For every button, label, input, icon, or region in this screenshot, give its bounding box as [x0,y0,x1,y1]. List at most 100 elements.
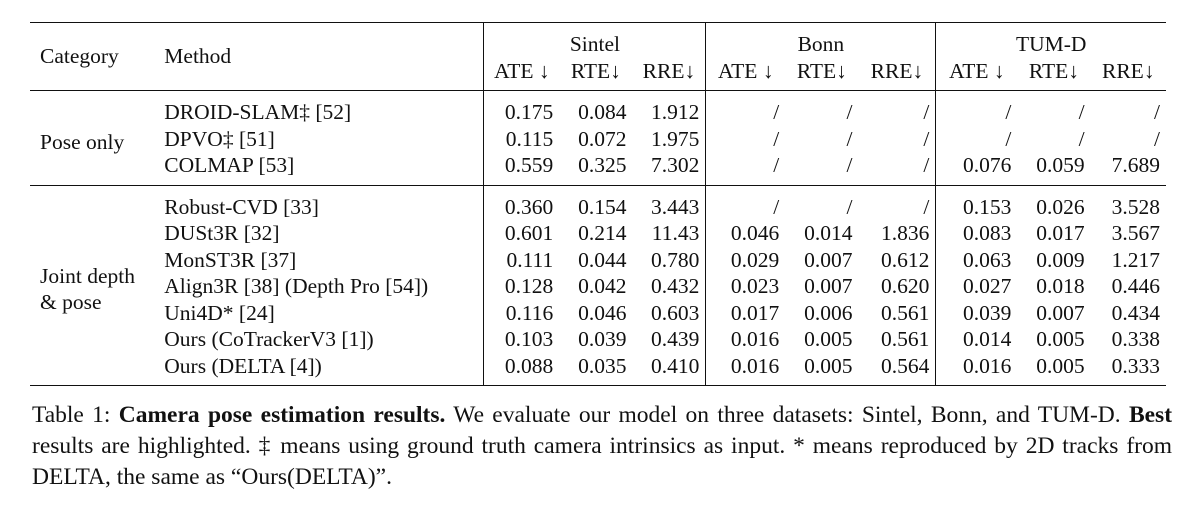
header-row-metrics: ATE ↓ RTE↓ RRE↓ ATE ↓ RTE↓ RRE↓ ATE ↓ RTE↓ RRE↓ [30,57,1166,91]
category-line: & pose [40,290,102,315]
value-cell: 0.026 [1036,194,1085,219]
value-cell: / [846,126,853,151]
value-cell: 0.016 [935,352,1018,379]
caption-title: Camera pose estimation results. [118,402,446,428]
header-metric-bonn-rre: RRE↓ [870,58,924,83]
value-cell: 0.014 [935,326,1018,353]
value-cell: 0.005 [804,353,853,378]
group-spacer [30,184,1166,194]
value-cell: / [705,193,786,220]
value-cell: 0.603 [650,300,700,325]
value-cell: / [846,153,853,177]
results-table: Category Method Sintel Bonn TUM-D ATE ↓ RTE↓ RR… [30,22,1166,386]
value-cell: 3.528 [1111,194,1160,219]
method-cell: DROID-SLAM‡ [52] [164,100,352,124]
value-cell: 0.410 [650,353,700,378]
method-cell: DPVO‡ [51] [164,126,275,151]
header-category: Category [30,22,161,91]
method-cell: Uni4D* [24] [164,300,275,325]
value-cell: 0.005 [804,327,853,351]
category-line: Pose only [40,129,125,154]
header-dataset-bonn: Bonn [705,22,936,58]
value-cell: / [705,152,786,179]
value-cell: 0.780 [650,247,700,272]
value-cell: 0.007 [804,274,853,298]
value-cell: 3.443 [650,194,700,219]
caption-best: Best [1128,402,1173,428]
value-cell: 0.072 [578,126,627,151]
method-cell: DUSt3R [32] [164,221,280,245]
value-cell: 0.083 [935,220,1018,247]
value-cell: 0.017 [1036,221,1085,245]
caption-label: Table 1: [32,402,111,428]
value-cell: 0.007 [804,247,853,272]
value-cell: 0.115 [483,125,560,152]
value-cell: 0.016 [705,352,786,379]
value-cell: 0.088 [483,352,560,379]
value-cell: 7.689 [1111,153,1160,177]
value-cell: / [923,100,930,124]
header-metric-sintel-rre: RRE↓ [642,58,696,83]
value-cell: 0.333 [1111,353,1160,378]
header-metric-tum-d-rre: RRE↓ [1102,58,1155,83]
method-cell: Ours (CoTrackerV3 [1]) [164,327,374,351]
header-row-datasets: Category Method Sintel Bonn TUM-D [30,22,1166,91]
value-cell: 0.175 [483,99,560,126]
value-cell: 0.432 [650,274,700,298]
value-cell: 0.153 [935,193,1018,220]
category-cell: Pose only [30,99,160,185]
table-row: Joint depth & pose Robust-CVD [33] 0.360 0.1… [30,193,1166,386]
value-cell: 0.338 [1111,327,1160,351]
header-metric-tum-d-rte: RTE↓ [1028,58,1079,83]
value-cell: 0.116 [483,299,560,326]
table-row: Align3R [38] (Depth Pro [54]) 0.128 0.042 0… [30,273,1166,300]
value-cell: / [923,153,930,177]
caption-text-2: results are highlighted. ‡ means using g… [32,433,1172,490]
value-cell: / [1154,126,1160,151]
value-cell: / [1078,126,1085,151]
value-cell: / [1078,100,1085,124]
table-row: Uni4D* [24] 0.116 0.046 0.603 0.017 0.006 0.56… [30,299,1166,326]
group-spacer [30,178,1166,185]
group-spacer [30,90,1166,99]
method-cell: Align3R [38] (Depth Pro [54]) [164,274,429,298]
value-cell: 0.042 [578,274,627,298]
value-cell: 7.302 [650,153,700,177]
value-cell: / [705,99,786,126]
value-cell: 0.601 [483,220,560,247]
value-cell: 0.039 [935,299,1018,326]
method-cell: MonST3R [37] [164,247,297,272]
value-cell: 0.325 [578,153,627,177]
method-cell: Robust-CVD [33] [164,194,319,219]
value-cell: 0.561 [881,300,930,325]
table-row: Pose only DROID-SLAM‡ [52] 0.175 0.084 1.912… [30,99,1166,154]
table-body: Category Method Sintel Bonn TUM-D ATE ↓ RTE↓ RR… [30,22,1166,386]
value-cell: 0.063 [935,246,1018,273]
value-cell: 0.039 [578,327,627,351]
value-cell: 0.128 [483,273,560,300]
value-cell: 0.046 [578,300,627,325]
value-cell: 1.975 [650,126,700,151]
value-cell: 1.836 [881,221,930,245]
table-row: Ours (CoTrackerV3 [1]) 0.103 0.039 0.439 0.0… [30,326,1166,353]
value-cell: 0.018 [1036,274,1085,298]
value-cell: / [1154,100,1160,124]
table-row: DUSt3R [32] 0.601 0.214 11.43 0.046 0.014 1.83… [30,220,1166,247]
value-cell: 0.620 [881,274,930,298]
value-cell: 0.029 [705,246,786,273]
table-row: Ours (DELTA [4]) 0.088 0.035 0.410 0.016 0.00… [30,352,1166,379]
value-cell: 0.111 [483,246,560,273]
value-cell: 0.006 [804,300,853,325]
value-cell: 0.027 [935,273,1018,300]
value-cell: 0.084 [578,100,627,124]
header-dataset-tum-d: TUM-D [935,22,1166,58]
value-cell: 0.214 [578,221,627,245]
method-cell: Ours (DELTA [4]) [164,353,322,378]
value-cell: / [935,99,1018,126]
header-method: Method [160,22,484,91]
value-cell: 0.023 [705,273,786,300]
header-metric-bonn-rte: RTE↓ [796,58,847,83]
value-cell: 0.016 [705,326,786,353]
value-cell: 0.017 [705,299,786,326]
value-cell: 0.559 [483,152,560,179]
